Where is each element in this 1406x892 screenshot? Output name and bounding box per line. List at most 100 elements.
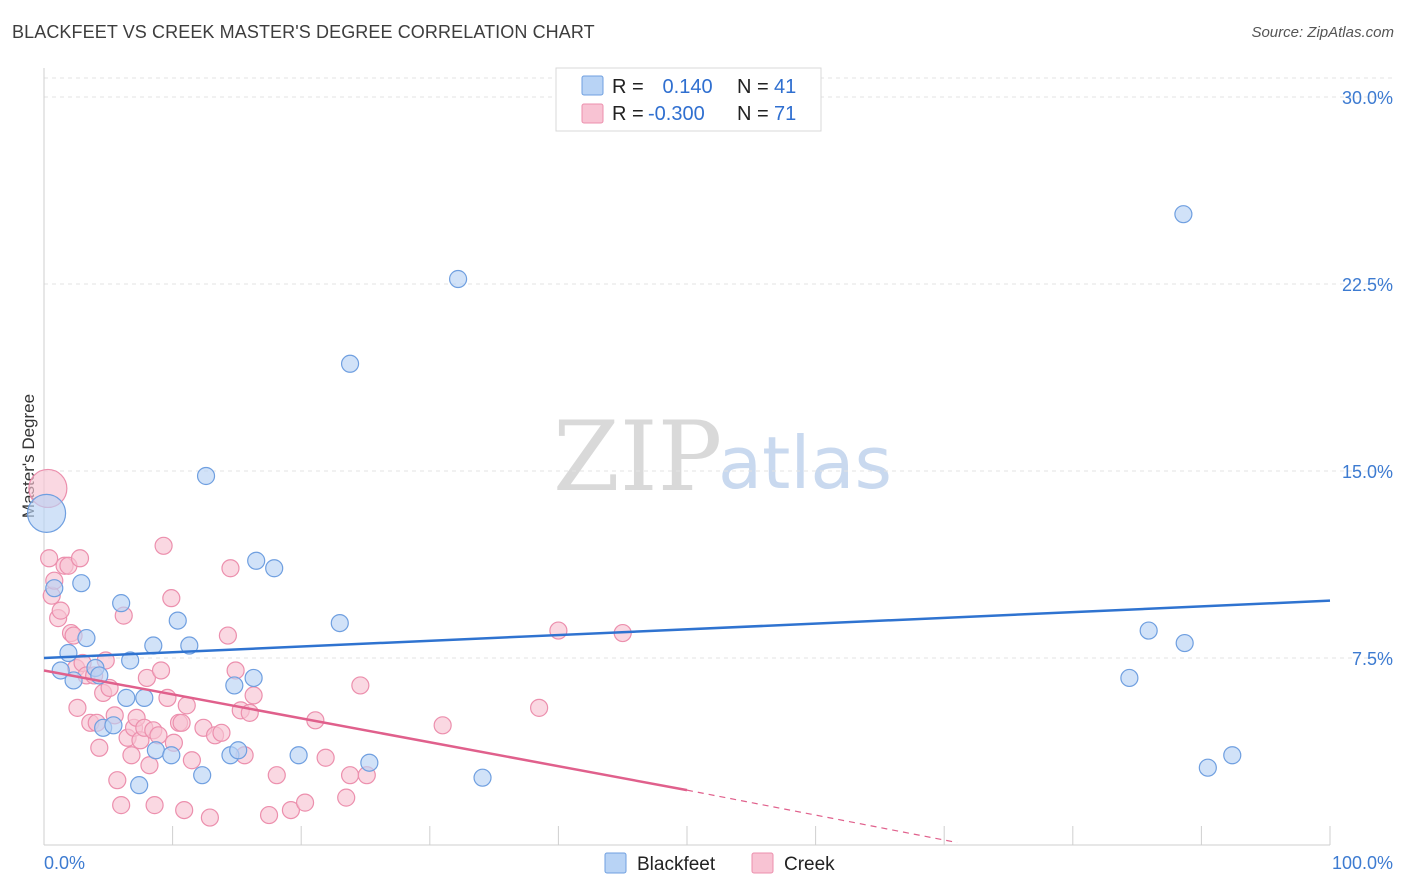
blackfeet-points <box>26 205 1242 795</box>
blackfeet-point-11 <box>112 594 131 613</box>
blackfeet-point-19 <box>168 611 187 630</box>
blackfeet-point-37 <box>1174 205 1193 224</box>
creek-point-5 <box>51 601 70 620</box>
trend-lines <box>43 599 1331 844</box>
creek-point-50 <box>212 723 231 742</box>
creek-point-11 <box>68 698 87 717</box>
creek-point-66 <box>351 676 370 695</box>
creek-point-18 <box>90 738 109 757</box>
blackfeet-point-21 <box>193 766 212 785</box>
blackfeet-point-12 <box>117 688 136 707</box>
creek-point-52 <box>221 559 240 578</box>
blackfeet-point-2 <box>72 574 91 593</box>
blackfeet-point-35 <box>1120 668 1139 688</box>
creek-point-59 <box>267 766 286 785</box>
y-tick-label-3: 30.0% <box>1342 88 1393 108</box>
legend-r-label-creek: R = <box>612 103 644 125</box>
legend-n-value-creek: 71 <box>774 103 796 125</box>
chart-title: BLACKFEET VS CREEK MASTER'S DEGREE CORRE… <box>12 22 595 42</box>
blackfeet-point-39 <box>1198 758 1217 777</box>
creek-point-68 <box>433 716 452 735</box>
creek-point-32 <box>137 668 156 688</box>
blackfeet-point-15 <box>135 688 154 707</box>
y-tick-label-0: 7.5% <box>1352 649 1393 669</box>
blackfeet-point-13 <box>121 651 140 670</box>
blackfeet-point-40 <box>1223 746 1242 765</box>
bottom-legend-label-blackfeet: Blackfeet <box>637 854 716 875</box>
watermark-atlas: atlas <box>718 421 892 505</box>
creek-point-61 <box>295 793 315 812</box>
blackfeet-point-26 <box>244 668 263 688</box>
creek-point-27 <box>122 746 141 765</box>
legend-r-value-blackfeet: 0.140 <box>657 76 713 98</box>
legend-n-value-blackfeet: 41 <box>774 76 796 98</box>
legend-r-value-creek: -0.300 <box>648 103 705 125</box>
blackfeet-point-6 <box>77 628 96 648</box>
legend-swatch-creek <box>581 103 604 124</box>
blackfeet-point-0 <box>26 493 67 533</box>
creek-point-51 <box>218 626 237 645</box>
blackfeet-point-38 <box>1175 633 1194 653</box>
creek-point-45 <box>177 696 196 715</box>
creek-trend-line <box>43 669 688 792</box>
creek-point-35 <box>145 796 164 815</box>
creek-point-24 <box>112 796 131 815</box>
blackfeet-point-29 <box>289 746 308 765</box>
creek-point-12 <box>70 549 90 568</box>
blackfeet-point-31 <box>340 354 360 373</box>
zipatlas-watermark: ZIP atlas <box>553 401 892 513</box>
blackfeet-point-14 <box>130 776 149 795</box>
bottom-legend-swatch-blackfeet <box>604 852 627 874</box>
blackfeet-point-10 <box>104 716 123 735</box>
creek-point-53 <box>226 661 245 680</box>
creek-point-48 <box>200 808 219 827</box>
blackfeet-trend-line <box>43 599 1331 660</box>
correlation-legend: R = 0.140 N = 41 R = -0.300 N = 71 <box>555 67 822 132</box>
blackfeet-point-25 <box>229 741 248 760</box>
creek-point-63 <box>316 748 335 767</box>
blackfeet-point-20 <box>180 636 199 655</box>
legend-swatch-blackfeet <box>581 75 604 96</box>
x-tick-label-min: 0.0% <box>44 853 85 873</box>
blackfeet-point-34 <box>473 768 492 787</box>
creek-point-46 <box>182 751 201 770</box>
blackfeet-point-18 <box>162 746 181 765</box>
creek-point-43 <box>172 713 191 732</box>
watermark-zip: ZIP <box>553 401 722 513</box>
creek-point-44 <box>175 800 194 820</box>
blackfeet-point-4 <box>59 643 78 663</box>
creek-point-69 <box>530 698 549 717</box>
creek-point-1 <box>40 549 59 568</box>
creek-point-57 <box>244 686 263 705</box>
blackfeet-point-22 <box>196 466 216 486</box>
blackfeet-point-24 <box>225 676 244 695</box>
blackfeet-point-32 <box>360 753 379 772</box>
series-legend: Blackfeet Creek <box>604 852 835 875</box>
y-tick-label-1: 15.0% <box>1342 462 1393 482</box>
blackfeet-point-1 <box>45 579 64 598</box>
chart-source: Source: ZipAtlas.com <box>1251 24 1394 41</box>
creek-point-33 <box>140 756 159 775</box>
x-axis-ticks <box>43 826 1331 845</box>
legend-r-label-blackfeet: R = <box>612 76 644 98</box>
creek-point-23 <box>108 771 127 790</box>
blackfeet-point-17 <box>146 741 165 760</box>
creek-trend-extension <box>686 789 958 844</box>
bottom-legend-label-creek: Creek <box>784 854 835 875</box>
creek-point-58 <box>259 805 279 825</box>
bottom-legend-swatch-creek <box>751 852 774 874</box>
creek-point-64 <box>337 788 356 807</box>
y-axis-tick-labels: 7.5% 15.0% 22.5% 30.0% <box>1342 88 1393 669</box>
y-tick-label-2: 22.5% <box>1342 275 1393 295</box>
blackfeet-point-28 <box>265 559 284 578</box>
creek-point-38 <box>154 536 173 555</box>
blackfeet-point-33 <box>448 269 468 289</box>
grid-lines <box>44 77 1393 659</box>
legend-n-label-creek: N = <box>737 103 769 125</box>
blackfeet-point-30 <box>330 613 349 633</box>
blackfeet-point-27 <box>247 551 266 570</box>
blackfeet-point-16 <box>144 636 163 655</box>
x-tick-label-max: 100.0% <box>1332 853 1393 873</box>
legend-n-label-blackfeet: N = <box>737 76 769 98</box>
